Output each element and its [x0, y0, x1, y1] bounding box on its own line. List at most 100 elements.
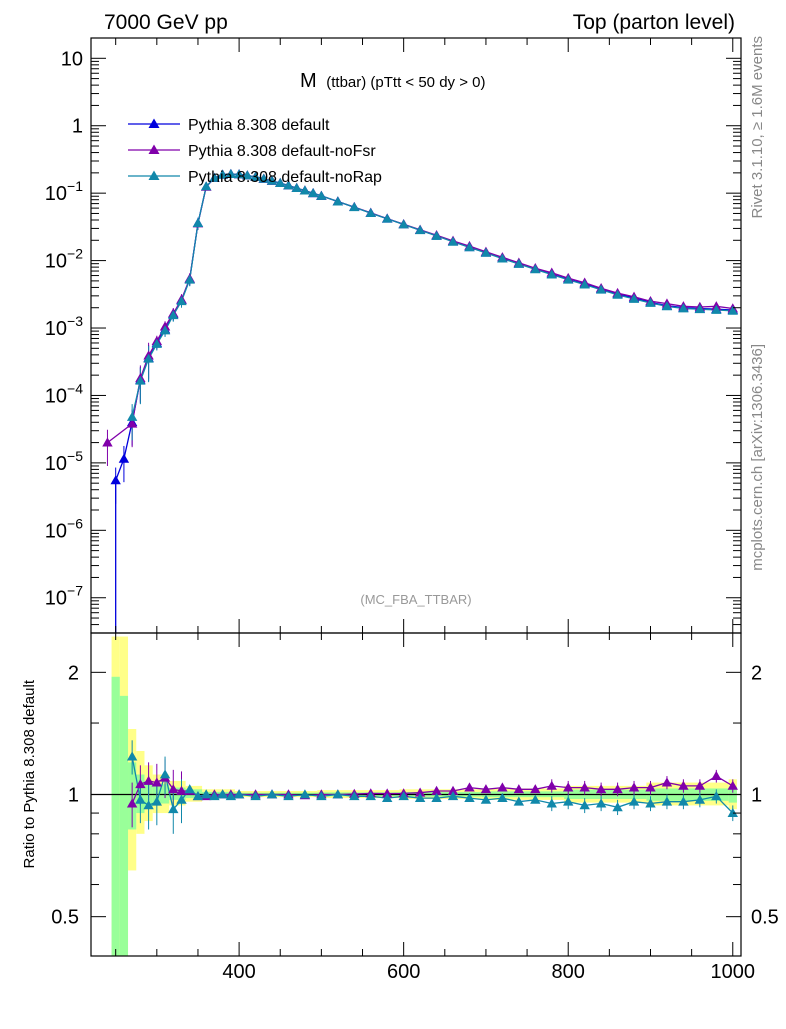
ratio-point-2-12: [225, 791, 237, 801]
ratio-point-2-40: [678, 796, 689, 806]
data-point-2-12: [225, 168, 237, 178]
data-point-2-0: [126, 411, 138, 421]
legend-marker-norap: [148, 170, 160, 180]
data-point-2-4: [159, 325, 171, 335]
ratio-point-2-24: [414, 792, 426, 802]
data-point-2-38: [563, 274, 574, 284]
ratio-point-2-38: [645, 798, 656, 808]
ratio-point-1-40: [678, 780, 689, 790]
data-point-2-13: [233, 169, 245, 179]
data-point-2-33: [480, 247, 492, 257]
legend-label-norap: Pythia 8.308 default-noRap: [188, 169, 382, 186]
ratio-point-1-24: [414, 787, 426, 797]
ratio-point-2-28: [480, 794, 492, 804]
ratio-point-2-34: [579, 800, 590, 810]
data-point-2-43: [645, 297, 656, 307]
ratio-band-stat: [111, 676, 120, 956]
ratio-point-1-42: [711, 770, 722, 781]
ratio-point-1-26: [447, 785, 459, 795]
legend-marker-nofsr: [148, 144, 160, 154]
header-left: 7000 GeV pp: [104, 11, 228, 34]
data-point-2-16: [258, 173, 269, 183]
ratio-point-2-1: [135, 794, 146, 804]
ratio-point-2-8: [192, 791, 204, 801]
data-point-2-30: [431, 230, 442, 240]
series-line-2: [131, 173, 733, 418]
ratio-point-2-36: [612, 802, 623, 812]
data-point-2-46: [694, 304, 706, 314]
ratio-point-2-9: [200, 789, 212, 799]
data-point-2-24: [332, 196, 344, 206]
data-point-2-14: [242, 170, 253, 180]
data-point-2-9: [200, 181, 212, 191]
ratio-point-2-2: [143, 800, 154, 810]
ratio-band-stat: [119, 695, 129, 956]
ratio-point-2-21: [365, 791, 376, 801]
data-point-2-47: [711, 304, 722, 314]
data-point-2-45: [678, 303, 689, 313]
data-lines: [91, 173, 741, 834]
watermark: (MC_FBA_TTBAR): [360, 592, 471, 607]
ratio-point-1-25: [431, 785, 442, 795]
data-point-0-1: [118, 453, 130, 463]
ratio-point-2-42: [711, 791, 722, 801]
ratio-point-2-10: [209, 791, 220, 801]
header-right: Top (parton level): [573, 11, 735, 34]
ratio-point-2-5: [168, 803, 179, 814]
y-tick-label: 10−4: [45, 380, 83, 407]
ratio-point-1-35: [595, 784, 607, 794]
data-point-2-20: [291, 182, 302, 192]
ratio-point-1-36: [612, 784, 623, 794]
data-point-2-5: [168, 309, 179, 320]
ratio-point-2-16: [283, 791, 294, 801]
ratio-point-1-0: [126, 798, 138, 808]
ratio-point-2-0: [126, 751, 138, 761]
y-tick-label: 1: [72, 116, 83, 138]
ratio-point-1-6: [176, 785, 187, 795]
data-point-2-3: [151, 338, 163, 348]
data-point-0-0: [110, 475, 121, 485]
data-point-2-10: [209, 172, 220, 182]
ratio-point-2-18: [316, 791, 327, 801]
ratio-point-1-1: [135, 779, 146, 789]
ratio-point-2-32: [546, 798, 557, 808]
y-tick-label: 10−6: [45, 515, 83, 542]
ratio-y-tick-label: 2: [68, 662, 79, 684]
x-tick-label: 400: [222, 961, 255, 983]
ratio-point-1-41: [694, 780, 706, 790]
chart-title-main: M: [300, 70, 317, 92]
ratio-point-1-29: [497, 782, 508, 792]
data-point-2-23: [316, 190, 327, 200]
data-point-2-31: [447, 236, 459, 246]
ratio-point-2-23: [398, 791, 409, 801]
data-point-2-2: [143, 353, 154, 363]
data-point-2-7: [184, 274, 195, 284]
data-point-2-25: [349, 202, 360, 212]
rivet-label: Rivet 3.1.10, ≥ 1.6M events: [749, 36, 766, 219]
ratio-y-tick-label: 1: [68, 785, 79, 807]
legend: Pythia 8.308 default Pythia 8.308 defaul…: [128, 117, 382, 186]
data-point-2-22: [307, 188, 319, 198]
data-point-2-37: [546, 269, 557, 279]
x-tick-label: 600: [387, 961, 420, 983]
legend-marker-default: [148, 118, 160, 128]
ratio-point-1-2: [143, 775, 154, 785]
ratio-point-1-37: [628, 782, 640, 792]
data-point-2-40: [595, 284, 607, 294]
data-point-2-8: [192, 217, 204, 227]
ratio-point-2-29: [497, 792, 508, 802]
ratio-point-1-28: [480, 784, 492, 794]
ratio-point-2-31: [530, 794, 541, 804]
data-point-2-34: [497, 253, 508, 263]
ratio-point-2-22: [382, 792, 393, 802]
ratio-y-tick-label-right: 1: [751, 785, 762, 807]
ratio-point-2-14: [250, 791, 261, 801]
data-point-2-11: [217, 169, 228, 179]
x-tick-label: 1000: [711, 961, 756, 983]
data-point-2-28: [398, 219, 409, 229]
y-tick-label: 10−7: [45, 583, 83, 610]
ratio-point-1-34: [579, 782, 590, 792]
data-point-2-18: [275, 177, 286, 187]
ratio-point-2-19: [332, 789, 344, 799]
ratio-point-1-32: [546, 780, 557, 790]
